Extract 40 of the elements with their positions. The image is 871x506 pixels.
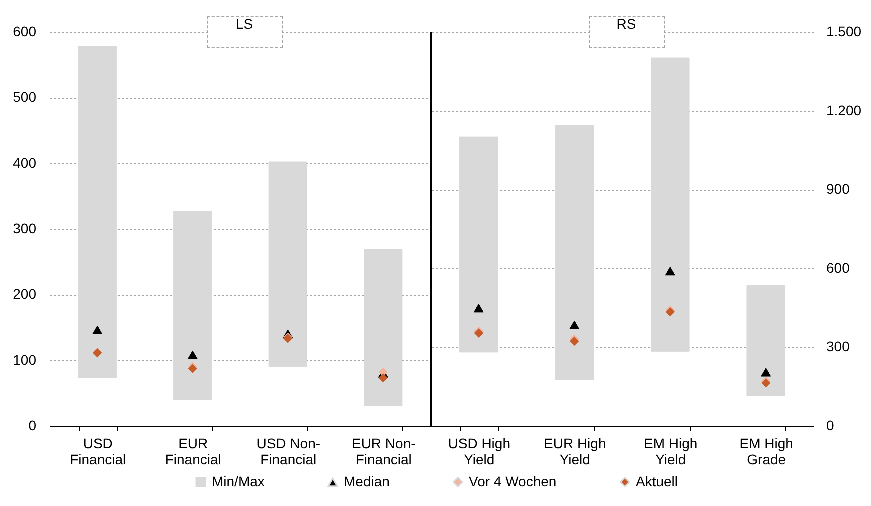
y-tick-label: 100	[13, 352, 37, 368]
x-tick-label: EUR High Yield	[544, 436, 606, 468]
x-tick-label: USD High Yield	[448, 436, 510, 468]
y-tick-label: 500	[13, 89, 37, 106]
y2-tick-label: 300	[826, 338, 850, 355]
y-tick-label: 400	[13, 154, 37, 171]
point	[665, 266, 676, 276]
point	[378, 373, 388, 383]
y2-tick-label: 600	[826, 260, 850, 276]
x-tick-label: USD Non-Financial	[256, 436, 321, 468]
x-tick-label: EUR Non-Financial	[352, 436, 416, 468]
y2-tick-label: 0	[826, 418, 834, 434]
point	[188, 350, 198, 360]
bar	[364, 249, 403, 407]
y2-tick-label: 1.200	[826, 102, 862, 118]
legend-label: Median	[344, 474, 390, 490]
x-tick-label: USD Financial	[70, 436, 126, 468]
bar	[650, 58, 690, 352]
y2-tick-label: 900	[826, 181, 850, 198]
bar	[268, 162, 308, 368]
bar	[78, 46, 117, 378]
point	[761, 368, 772, 377]
legend-label: Vor 4 Wochen	[469, 473, 557, 490]
bar	[459, 136, 498, 353]
y-tick-label: 600	[13, 24, 37, 40]
point	[92, 326, 103, 334]
bar	[174, 211, 212, 400]
y-tick-label: 0	[28, 418, 37, 434]
y2-tick-label: 1.500	[826, 24, 862, 40]
x-tick-label: EUR Financial	[165, 436, 222, 468]
bar	[555, 126, 594, 380]
legend-label: Aktuell	[636, 473, 678, 490]
x-tick-label: EM High Yield	[644, 436, 698, 468]
point	[570, 320, 580, 330]
y-tick-label: 200	[13, 286, 37, 302]
y-tick-label: 300	[13, 220, 37, 236]
x-tick-label: EM High Grade	[740, 436, 794, 468]
point	[474, 304, 484, 313]
legend-label: Min/Max	[212, 473, 265, 490]
bar	[746, 285, 786, 396]
